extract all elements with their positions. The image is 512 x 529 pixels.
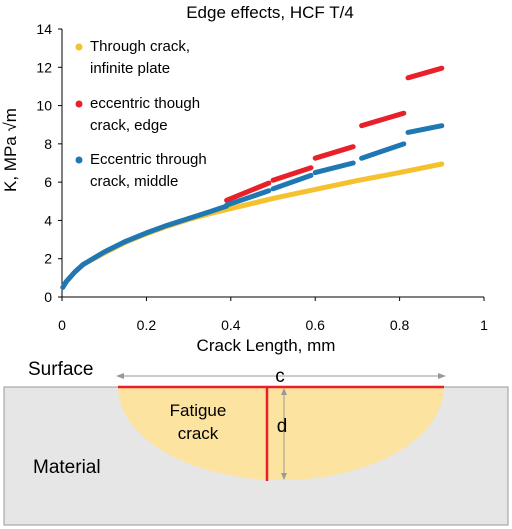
x-tick-label: 0.6 [305, 317, 325, 333]
d-arrow-top-head [281, 388, 287, 395]
x-tick-label: 0 [58, 317, 66, 333]
legend-label: Through crack, [90, 38, 190, 55]
y-tick-label: 6 [44, 174, 52, 190]
series-line-segment [405, 65, 445, 81]
series-line-segment [224, 180, 272, 203]
d-label: d [277, 416, 288, 437]
fatigue-crack-region [118, 387, 444, 480]
y-tick-label: 12 [36, 59, 52, 75]
series-line-segment [270, 172, 314, 192]
material-label: Material [33, 457, 101, 478]
y-tick-label: 8 [44, 136, 52, 152]
c-label: c [275, 366, 285, 387]
c-arrow-right-head [438, 373, 446, 379]
crack-diagram: Surface c Fatigue crack d Material [3, 359, 509, 526]
y-tick-label: 2 [44, 251, 52, 267]
series-line-segment [359, 110, 407, 129]
legend-marker [75, 156, 83, 164]
chart: Edge effects, HCF T/4 0 2 4 6 8 10 12 14 0 0.2 0.… [1, 3, 488, 355]
x-tick-label: 0.2 [137, 317, 157, 333]
chart-axes [61, 29, 484, 298]
legend-marker [75, 100, 83, 108]
series-line-segment [359, 141, 407, 161]
y-tick-label: 4 [44, 212, 52, 228]
series-line-segment [60, 203, 230, 290]
y-tick-labels: 0 2 4 6 8 10 12 14 [36, 21, 62, 305]
chart-title: Edge effects, HCF T/4 [186, 3, 354, 22]
series-line-segment [405, 123, 445, 135]
series-line-segment [312, 160, 356, 176]
legend-label: Eccentric through [90, 151, 207, 168]
legend-label: eccentric though [90, 95, 200, 112]
series-3 [60, 123, 445, 290]
legend: Through crack, infinite plate eccentric th… [75, 38, 207, 190]
y-tick-label: 14 [36, 21, 52, 37]
crack-label-line2: crack [178, 424, 219, 443]
series-line-segment [312, 144, 356, 161]
series-line-segment [270, 165, 314, 183]
y-tick-label: 0 [44, 289, 52, 305]
d-arrow-bottom-head [281, 473, 287, 480]
series-2 [224, 65, 445, 203]
c-arrow-left-head [116, 373, 124, 379]
y-tick-label: 10 [36, 98, 52, 114]
series-group [60, 65, 445, 290]
crack-label-line1: Fatigue [170, 401, 227, 420]
surface-label: Surface [28, 359, 93, 380]
x-tick-labels: 0 0.2 0.4 0.6 0.8 1 [58, 297, 488, 333]
legend-label: infinite plate [90, 60, 170, 77]
series-line-segment [224, 188, 272, 208]
x-tick-label: 0.4 [221, 317, 241, 333]
x-tick-label: 0.8 [390, 317, 410, 333]
x-tick-label: 1 [480, 317, 488, 333]
y-axis-label: K, MPa √m [1, 108, 20, 192]
legend-label: crack, edge [90, 117, 168, 134]
legend-marker [75, 43, 83, 51]
legend-label: crack, middle [90, 173, 178, 190]
x-axis-label: Crack Length, mm [197, 336, 336, 355]
